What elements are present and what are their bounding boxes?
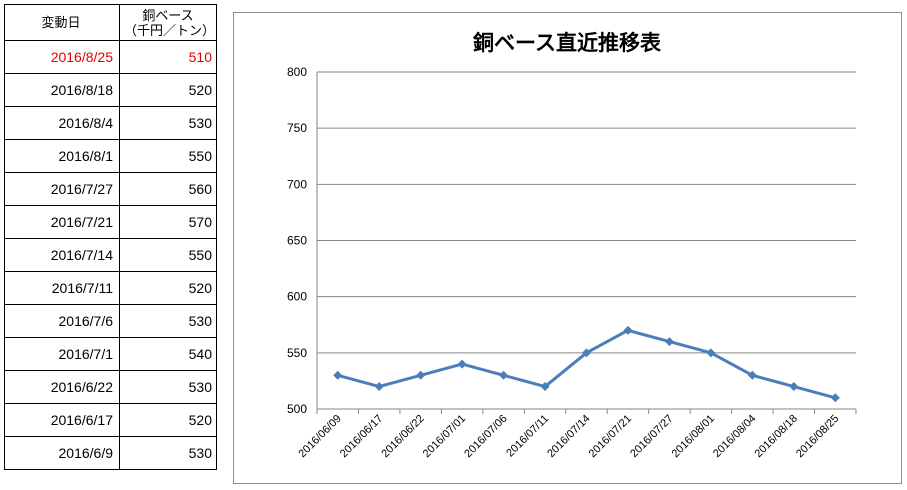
table-row: 2016/8/18 520 [4, 73, 217, 107]
row-date: 2016/7/27 [4, 172, 120, 206]
row-price: 540 [119, 337, 217, 371]
data-point-marker [789, 382, 799, 392]
table-row: 2016/6/9 530 [4, 436, 217, 470]
table-row: 2016/7/14 550 [4, 238, 217, 272]
x-tick-label: 2016/06/09 [296, 413, 343, 460]
line-chart: 銅ベース直近推移表 500 550 600 650 700 750 800 2016/06/0… [287, 31, 857, 460]
x-tick-label: 2016/06/22 [379, 413, 426, 460]
row-date: 2016/6/9 [4, 436, 120, 470]
x-tick-label: 2016/08/01 [670, 413, 717, 460]
row-price: 520 [119, 73, 217, 107]
table-row: 2016/6/22 530 [4, 370, 217, 404]
row-price: 530 [119, 436, 217, 470]
row-price: 550 [119, 238, 217, 272]
header-date: 変動日 [4, 4, 120, 41]
data-point-marker [540, 382, 550, 392]
data-point-marker [664, 337, 674, 347]
row-date: 2016/7/1 [4, 337, 120, 371]
price-table-body: 変動日 銅ベース （千円／トン） 2016/8/25 510 2016/8/18 52… [4, 4, 217, 470]
row-price: 520 [119, 403, 217, 437]
x-tick-label: 2016/07/06 [462, 413, 509, 460]
price-table: 変動日 銅ベース （千円／トン） 2016/8/25 510 2016/8/18 52… [4, 4, 217, 470]
table-row: 2016/7/21 570 [4, 205, 217, 239]
chart-area: 銅ベース直近推移表 500 550 600 650 700 750 800 2016/06/0… [233, 12, 902, 484]
row-price: 530 [119, 106, 217, 140]
x-tick-label: 2016/07/27 [628, 413, 675, 460]
data-point-marker [830, 393, 840, 403]
row-date: 2016/6/22 [4, 370, 120, 404]
y-tick-label: 750 [287, 121, 307, 135]
row-date: 2016/8/25 [4, 40, 120, 74]
data-point-marker [457, 359, 467, 369]
table-row: 2016/7/6 530 [4, 304, 217, 338]
header-price: 銅ベース （千円／トン） [119, 4, 217, 41]
data-point-marker [747, 370, 757, 380]
row-price: 530 [119, 304, 217, 338]
y-tick-label: 700 [287, 177, 307, 191]
row-date: 2016/8/18 [4, 73, 120, 107]
row-price: 570 [119, 205, 217, 239]
row-price: 530 [119, 370, 217, 404]
x-tick-label: 2016/08/18 [753, 413, 800, 460]
row-date: 2016/7/14 [4, 238, 120, 272]
table-row: 2016/8/25 510 [4, 40, 217, 74]
table-row: 2016/7/27 560 [4, 172, 217, 206]
table-row: 2016/6/17 520 [4, 403, 217, 437]
x-tick-label: 2016/06/17 [338, 413, 385, 460]
data-point-marker [706, 348, 716, 358]
table-row: 2016/8/1 550 [4, 139, 217, 173]
row-date: 2016/7/21 [4, 205, 120, 239]
chart-title: 銅ベース直近推移表 [473, 31, 662, 55]
row-date: 2016/8/1 [4, 139, 120, 173]
row-price: 550 [119, 139, 217, 173]
table-row: 2016/7/11 520 [4, 271, 217, 305]
x-tick-label: 2016/07/14 [545, 413, 592, 460]
row-date: 2016/8/4 [4, 106, 120, 140]
y-tick-label: 550 [287, 346, 307, 360]
data-point-marker [333, 370, 343, 380]
data-point-marker [582, 348, 591, 358]
y-tick-label: 600 [287, 290, 307, 304]
row-date: 2016/7/11 [4, 271, 120, 305]
table-row: 2016/7/1 540 [4, 337, 217, 371]
series-line [337, 328, 836, 400]
x-tick-label: 2016/08/04 [711, 413, 758, 460]
table-header-row: 変動日 銅ベース （千円／トン） [4, 4, 217, 41]
y-tick-label: 650 [287, 234, 307, 248]
y-tick-label: 800 [287, 65, 307, 79]
x-tick-label: 2016/07/21 [587, 413, 634, 460]
table-row: 2016/8/4 530 [4, 106, 217, 140]
row-date: 2016/6/17 [4, 403, 120, 437]
x-tick-label: 2016/08/25 [794, 413, 841, 460]
header-price-line2: （千円／トン） [124, 22, 216, 38]
row-price: 560 [119, 172, 217, 206]
row-price: 520 [119, 271, 217, 305]
y-tick-label: 500 [287, 402, 307, 416]
header-price-line1: 銅ベース [142, 7, 194, 23]
x-tick-label: 2016/07/01 [421, 413, 468, 460]
data-point-marker [416, 370, 426, 380]
data-point-marker [623, 325, 633, 335]
row-date: 2016/7/6 [4, 304, 120, 338]
row-price: 510 [119, 40, 217, 74]
data-point-marker [499, 370, 509, 380]
x-tick-label: 2016/07/11 [504, 413, 551, 460]
data-point-marker [374, 382, 384, 392]
